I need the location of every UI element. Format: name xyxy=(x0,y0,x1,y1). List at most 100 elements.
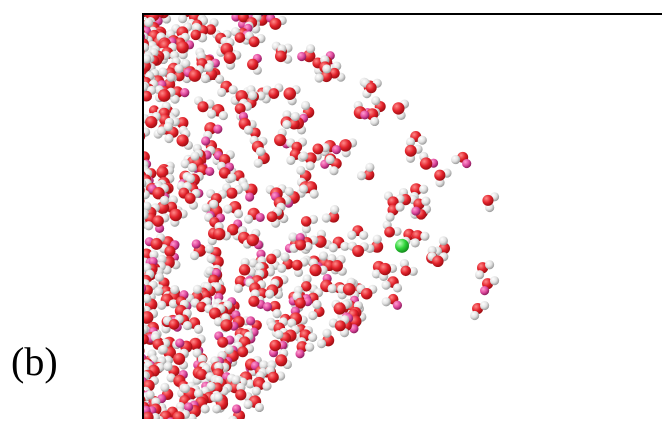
oxygen-atom xyxy=(188,69,202,82)
water-molecule xyxy=(152,213,170,234)
hydrogen-atom xyxy=(217,87,227,97)
solute-atom xyxy=(395,238,409,253)
oxygen-atom xyxy=(208,307,221,320)
oxygen-atom xyxy=(173,352,186,365)
oxygen-atom xyxy=(172,411,185,419)
water-molecule xyxy=(158,344,176,365)
hydrogen-atom xyxy=(182,320,192,331)
water-molecule xyxy=(360,78,382,94)
oxygen-atom xyxy=(197,101,209,113)
hydrogen-atom xyxy=(290,111,300,122)
hydrogen-atom xyxy=(251,386,261,396)
water-molecule xyxy=(325,155,342,176)
water-molecule xyxy=(266,206,283,228)
hydrogen-atom xyxy=(190,151,200,161)
oxygen-atom xyxy=(248,36,260,48)
water-molecule xyxy=(246,228,264,250)
hydrogen-atom xyxy=(331,145,342,155)
oxygen-atom xyxy=(168,319,180,330)
water-molecule xyxy=(329,61,346,82)
hydrogen-atom xyxy=(419,184,429,194)
hydrogen-atom xyxy=(200,74,210,84)
water-molecule xyxy=(222,183,243,199)
hydrogen-atom xyxy=(381,280,391,290)
hydrogen-atom xyxy=(204,244,214,254)
hydrogen-atom xyxy=(153,286,164,296)
hydrogen-atom xyxy=(347,230,357,240)
hydrogen-atom xyxy=(233,209,244,219)
water-molecule xyxy=(360,108,380,127)
hydrogen-atom xyxy=(181,59,191,69)
oxygen-atom xyxy=(342,282,356,296)
hydrogen-atom xyxy=(144,179,147,188)
water-molecule xyxy=(299,151,317,171)
hydrogen-atom xyxy=(365,162,375,172)
hydrogen-atom xyxy=(168,299,179,309)
oxygen-atom xyxy=(152,187,165,200)
water-molecule xyxy=(163,361,180,383)
water-molecule xyxy=(292,291,313,309)
oxygen-atom xyxy=(144,284,153,296)
hydrogen-atom xyxy=(322,64,332,74)
water-molecule xyxy=(154,85,176,102)
oxygen-atom xyxy=(234,103,246,115)
hydrogen-atom xyxy=(330,205,340,215)
water-molecule xyxy=(411,196,431,216)
water-molecule xyxy=(144,85,157,102)
oxygen-atom xyxy=(213,227,226,241)
water-molecule xyxy=(295,233,313,252)
hydrogen-atom xyxy=(144,127,151,137)
water-molecule xyxy=(282,111,300,130)
water-molecule xyxy=(176,40,195,60)
water-molecule xyxy=(238,257,257,277)
water-molecule xyxy=(347,241,369,258)
hydrogen-atom xyxy=(193,388,204,399)
oxygen-atom xyxy=(295,239,306,251)
hydrogen-atom xyxy=(174,64,184,74)
hydrogen-atom xyxy=(144,329,146,336)
hydrogen-atom xyxy=(164,133,174,144)
hydrogen-atom xyxy=(213,392,223,402)
hydrogen-atom xyxy=(154,272,164,282)
hydrogen-atom xyxy=(392,283,403,293)
water-molecule xyxy=(482,192,500,213)
water-molecule xyxy=(381,276,403,293)
oxygen-atom xyxy=(288,118,300,130)
hydrogen-atom xyxy=(193,324,204,334)
water-molecule xyxy=(314,64,333,83)
hydrogen-atom xyxy=(201,203,211,213)
hydrogen-atom xyxy=(243,399,253,410)
oxygen-atom xyxy=(246,233,259,247)
hydrogen-atom xyxy=(296,165,306,176)
hydrogen-atom xyxy=(191,239,201,249)
water-molecule xyxy=(144,348,145,354)
hydrogen-atom xyxy=(192,284,202,294)
water-molecule xyxy=(176,129,193,150)
oxygen-atom xyxy=(320,70,333,83)
water-molecules xyxy=(144,15,500,419)
hydrogen-atom xyxy=(411,206,421,216)
water-molecule xyxy=(190,297,212,313)
hydrogen-atom xyxy=(480,300,490,311)
oxygen-atom xyxy=(184,192,196,204)
hydrogen-atom xyxy=(381,297,391,307)
hydrogen-atom xyxy=(228,85,238,95)
water-molecule xyxy=(235,382,253,402)
hydrogen-atom xyxy=(282,119,292,130)
hydrogen-atom xyxy=(206,254,216,264)
water-molecule xyxy=(144,233,166,250)
water-molecule xyxy=(223,200,244,219)
water-molecule xyxy=(385,202,405,222)
hydrogen-atom xyxy=(297,51,307,62)
hydrogen-atom xyxy=(145,390,155,400)
oxygen-atom xyxy=(266,211,278,223)
water-molecule xyxy=(381,293,403,310)
oxygen-atom xyxy=(217,336,229,348)
water-molecule xyxy=(228,404,246,419)
hydrogen-atom xyxy=(144,33,146,40)
water-molecule xyxy=(172,409,191,419)
oxygen-atom xyxy=(144,311,154,324)
water-molecule xyxy=(247,53,262,75)
oxygen-atom xyxy=(404,144,417,157)
water-molecule xyxy=(347,225,369,240)
